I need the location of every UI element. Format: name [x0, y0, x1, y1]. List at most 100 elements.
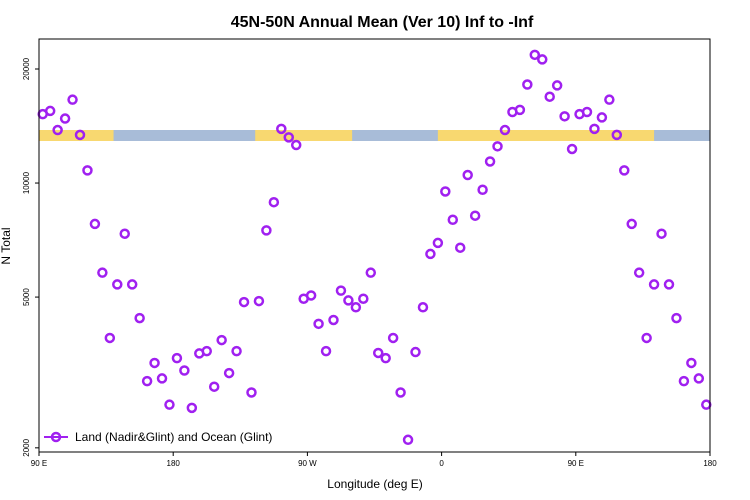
- data-point: [97, 267, 108, 278]
- data-point: [477, 184, 488, 196]
- data-point: [119, 228, 130, 239]
- data-point: [365, 267, 377, 278]
- data-point: [440, 186, 451, 197]
- x-tick-label: 180: [167, 459, 181, 468]
- data-point: [693, 373, 705, 384]
- data-point: [559, 111, 570, 122]
- data-point: [343, 295, 354, 306]
- data-point: [253, 295, 265, 307]
- data-point: [395, 387, 406, 398]
- data-point: [231, 345, 242, 357]
- land-ocean-strip: [39, 130, 710, 141]
- data-point: [454, 242, 466, 253]
- data-point: [656, 228, 667, 239]
- data-point: [358, 293, 369, 304]
- data-point: [619, 165, 630, 176]
- data-point: [410, 346, 421, 358]
- data-point: [529, 49, 541, 61]
- data-point: [328, 314, 339, 326]
- data-point: [626, 218, 637, 230]
- y-tick-label: 2000: [22, 438, 31, 456]
- y-tick-label: 5000: [22, 288, 31, 306]
- data-point: [141, 375, 153, 387]
- data-point: [544, 91, 555, 102]
- data-point: [261, 225, 272, 236]
- data-point: [663, 279, 675, 290]
- data-point: [551, 80, 563, 91]
- data-point: [641, 332, 652, 344]
- data-point: [566, 143, 578, 155]
- y-tick-label: 10000: [22, 171, 31, 194]
- data-point: [417, 302, 429, 313]
- data-point: [320, 345, 332, 357]
- plot-frame: [38, 38, 711, 453]
- data-point: [223, 367, 235, 379]
- data-points: [37, 49, 712, 446]
- data-point: [372, 347, 384, 359]
- x-tick-label: 90 E: [568, 459, 584, 468]
- data-point: [59, 113, 71, 124]
- data-point: [268, 196, 280, 208]
- legend-label: Land (Nadir&Glint) and Ocean (Glint): [75, 430, 272, 444]
- data-point: [112, 279, 123, 290]
- data-point: [89, 218, 101, 230]
- chart-title: 45N-50N Annual Mean (Ver 10) Inf to -Inf: [231, 14, 534, 31]
- data-point: [686, 357, 697, 369]
- data-point: [462, 169, 473, 181]
- data-point: [149, 357, 160, 369]
- data-point: [589, 123, 600, 135]
- data-point: [126, 279, 138, 290]
- data-point: [484, 156, 496, 167]
- x-tick-label: 90 E: [31, 459, 47, 468]
- data-point: [581, 106, 593, 118]
- data-point: [201, 345, 212, 357]
- data-point: [305, 290, 317, 301]
- legend-marker: [50, 431, 62, 443]
- data-point: [678, 375, 690, 387]
- x-tick-label: 180: [703, 459, 717, 468]
- data-point: [283, 132, 295, 143]
- data-point: [246, 387, 257, 398]
- data-point: [671, 312, 682, 324]
- data-point: [179, 365, 190, 376]
- data-point: [290, 139, 302, 151]
- data-point: [186, 402, 198, 414]
- data-point: [156, 373, 168, 384]
- data-point: [447, 214, 459, 226]
- data-point: [469, 210, 481, 221]
- data-point: [432, 237, 444, 249]
- data-point: [514, 104, 526, 116]
- data-point: [537, 54, 548, 65]
- data-point: [380, 352, 391, 364]
- data-point: [596, 112, 608, 123]
- data-point: [67, 94, 78, 105]
- land-band: [437, 130, 655, 141]
- data-point: [522, 79, 533, 90]
- data-point: [313, 318, 324, 330]
- data-point: [648, 279, 660, 290]
- legend: Land (Nadir&Glint) and Ocean (Glint): [44, 430, 272, 444]
- data-point: [276, 123, 287, 135]
- x-axis: 90 E 180 90 W 0 90 E 180: [31, 452, 717, 468]
- data-point: [402, 434, 414, 446]
- data-point: [171, 352, 183, 364]
- y-axis-label: N Total: [0, 227, 13, 264]
- data-point: [164, 399, 175, 410]
- x-axis-label: Longitude (deg E): [327, 477, 422, 491]
- data-point: [387, 332, 399, 344]
- ocean-band: [39, 130, 710, 141]
- data-point: [52, 124, 63, 136]
- data-point: [611, 129, 623, 141]
- data-point: [604, 94, 615, 105]
- data-point: [499, 124, 511, 136]
- data-point: [492, 141, 503, 152]
- data-point: [134, 312, 145, 324]
- data-point: [104, 332, 116, 344]
- land-band: [255, 130, 353, 141]
- data-point: [208, 381, 220, 392]
- data-point: [238, 296, 250, 308]
- data-point: [74, 129, 86, 141]
- x-tick-label: 90 W: [298, 459, 317, 468]
- data-point: [335, 285, 347, 296]
